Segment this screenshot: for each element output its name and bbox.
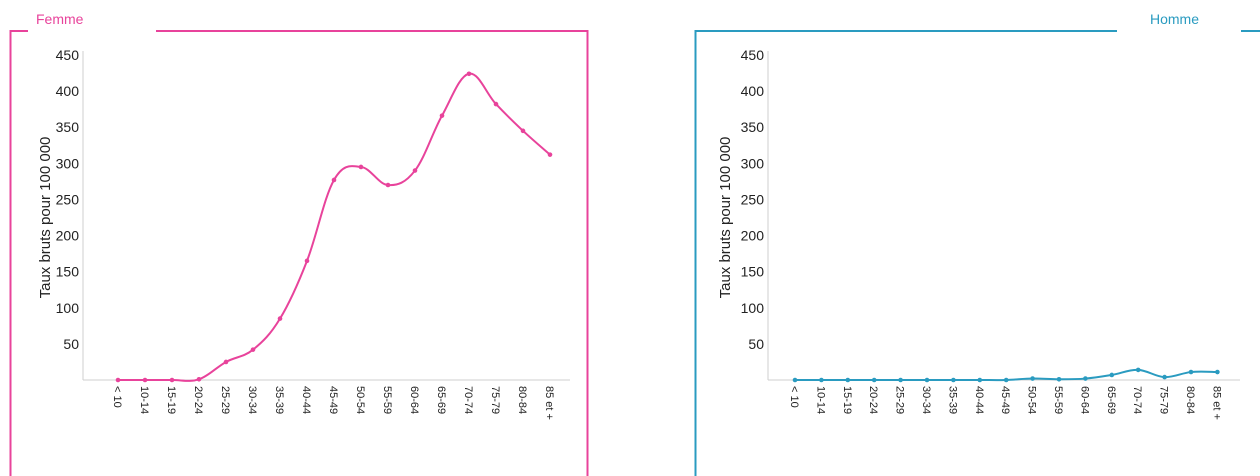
homme-x-tick-label: 55-59 <box>1052 386 1064 414</box>
homme-data-point <box>1109 372 1115 378</box>
homme-y-tick-label: 450 <box>741 47 765 63</box>
homme-x-tick-label: 85 et + <box>1210 386 1222 420</box>
homme-data-point <box>1188 369 1194 375</box>
femme-x-tick-label: 65-69 <box>435 386 447 414</box>
femme-y-tick-label: 400 <box>56 83 80 99</box>
femme-y-axis-title: Taux bruts pour 100 000 <box>37 137 54 299</box>
homme-data-point <box>1135 367 1141 373</box>
femme-panel-frame <box>9 30 589 476</box>
femme-data-point <box>385 182 391 188</box>
femme-y-tick-label: 350 <box>56 119 80 135</box>
homme-y-tick-label: 300 <box>741 155 765 171</box>
homme-panel-title: Homme <box>1150 11 1199 27</box>
femme-data-point <box>169 377 175 383</box>
femme-x-tick-label: 75-79 <box>489 386 501 414</box>
homme-x-tick-label: 60-64 <box>1078 386 1090 414</box>
femme-data-point <box>223 359 229 365</box>
homme-data-point <box>845 377 851 383</box>
homme-data-point <box>1030 376 1035 381</box>
homme-chart-panel: Homme 50 100 150 200 250 300 350 400 450 Taux brut… <box>694 0 1260 476</box>
femme-chart-svg: Femme 50 100 150 200 250 300 350 400 450 Taux brut… <box>9 11 589 476</box>
homme-x-tick-label: 20-24 <box>867 386 879 414</box>
femme-data-point <box>439 113 445 118</box>
femme-chart-panel: Femme 50 100 150 200 250 300 350 400 450 Taux brut… <box>9 0 590 476</box>
homme-y-tick-label: 100 <box>741 300 765 316</box>
homme-data-point <box>898 377 903 383</box>
femme-data-point <box>331 177 337 183</box>
homme-x-tick-label: 45-49 <box>999 386 1011 414</box>
homme-y-tick-label: 350 <box>741 119 765 135</box>
femme-x-tick-label: 35-39 <box>273 386 285 414</box>
femme-panel-title: Femme <box>36 11 84 27</box>
femme-data-point <box>547 152 553 157</box>
homme-data-point <box>1083 376 1088 381</box>
femme-data-point <box>250 347 256 352</box>
femme-x-tick-label: 40-44 <box>300 386 312 414</box>
femme-data-point <box>358 164 364 170</box>
femme-y-tick-label: 100 <box>56 300 80 316</box>
homme-x-tick-label: 35-39 <box>946 386 958 414</box>
femme-x-tick-label: 15-19 <box>165 386 177 414</box>
homme-y-tick-label: 200 <box>741 228 765 244</box>
femme-data-point <box>142 377 148 383</box>
homme-x-tick-label: 50-54 <box>1026 386 1038 414</box>
femme-x-tick-label: 60-64 <box>408 386 420 414</box>
homme-data-point <box>792 377 798 383</box>
homme-x-tick-label: 65-69 <box>1105 386 1117 414</box>
homme-panel-frame <box>694 30 1260 476</box>
homme-x-tick-label: 70-74 <box>1131 386 1143 414</box>
homme-data-point <box>819 377 824 383</box>
homme-y-tick-label: 50 <box>748 336 764 352</box>
femme-x-tick-label: 50-54 <box>354 386 366 414</box>
homme-x-tick-label: 25-29 <box>894 386 906 414</box>
femme-data-point <box>520 128 526 134</box>
homme-data-point <box>1003 377 1009 383</box>
femme-x-tick-label: 45-49 <box>327 386 339 414</box>
homme-x-tick-label: 40-44 <box>973 386 985 414</box>
homme-data-point <box>1162 374 1167 380</box>
femme-x-tick-label: 85 et + <box>543 386 555 420</box>
femme-y-tick-label: 450 <box>56 47 80 63</box>
femme-data-point <box>466 71 472 77</box>
femme-data-point <box>196 376 202 382</box>
femme-x-tick-label: 70-74 <box>462 386 474 414</box>
homme-x-tick-label: 30-34 <box>920 386 932 414</box>
femme-x-tick-label: 55-59 <box>381 386 393 414</box>
femme-x-tick-label: 20-24 <box>192 386 204 414</box>
homme-data-point <box>1215 369 1220 375</box>
homme-data-point <box>871 377 877 383</box>
femme-data-point <box>493 101 499 107</box>
femme-y-tick-label: 50 <box>63 336 79 352</box>
homme-y-tick-label: 250 <box>741 191 765 207</box>
homme-x-tick-label: 10-14 <box>814 386 826 414</box>
femme-data-point <box>304 258 310 264</box>
homme-data-point <box>951 377 956 383</box>
femme-x-tick-label: 10-14 <box>138 386 150 414</box>
femme-x-tick-label: 25-29 <box>219 386 231 414</box>
femme-y-tick-label: 200 <box>56 228 80 244</box>
femme-series-line <box>117 72 551 382</box>
femme-y-tick-label: 150 <box>56 264 80 280</box>
homme-chart-svg: Homme 50 100 150 200 250 300 350 400 450 Taux brut… <box>694 11 1260 476</box>
femme-x-tick-label: < 10 <box>111 386 123 408</box>
homme-x-tick-label: 75-79 <box>1158 386 1170 414</box>
homme-x-tick-label: 80-84 <box>1184 386 1196 414</box>
femme-data-point <box>277 316 283 321</box>
homme-y-tick-label: 150 <box>741 264 765 280</box>
homme-data-point <box>1056 376 1062 382</box>
homme-y-tick-label: 400 <box>741 83 765 99</box>
homme-x-tick-label: 15-19 <box>841 386 853 414</box>
femme-x-tick-label: 80-84 <box>516 386 528 414</box>
femme-y-tick-label: 250 <box>56 191 80 207</box>
femme-data-point <box>412 168 418 173</box>
homme-data-point <box>977 377 983 383</box>
homme-y-axis-title: Taux bruts pour 100 000 <box>717 137 734 299</box>
homme-data-point <box>924 377 930 383</box>
homme-x-tick-label: < 10 <box>788 386 800 408</box>
femme-x-tick-label: 30-34 <box>246 386 258 414</box>
femme-data-point <box>115 377 121 383</box>
femme-y-tick-label: 300 <box>56 155 80 171</box>
